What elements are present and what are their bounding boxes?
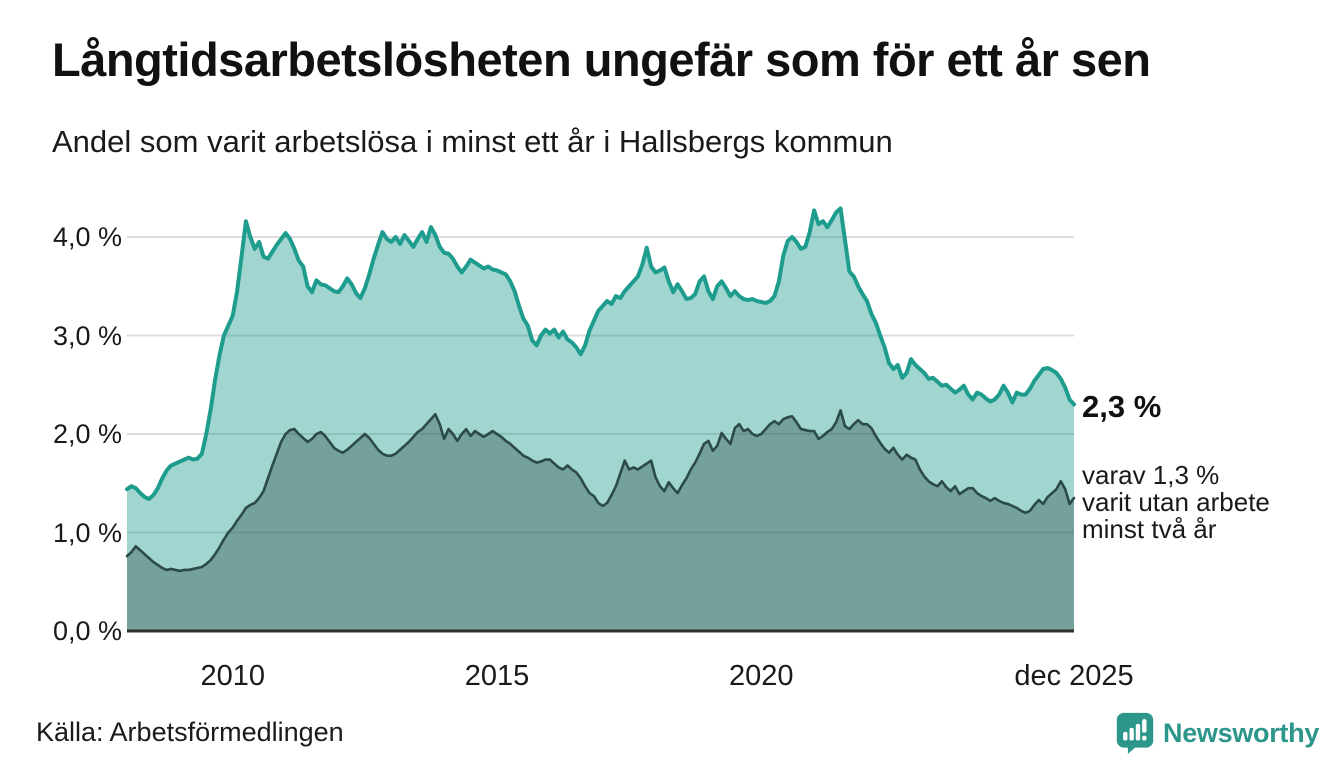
y-tick-label: 1,0 %: [52, 517, 122, 548]
end-note-line: varav 1,3 %: [1082, 460, 1220, 490]
area-total-one-year: [127, 208, 1074, 631]
newsworthy-logo: Newsworthy: [1116, 712, 1319, 754]
end-note-line: varit utan arbete: [1082, 487, 1270, 517]
newsworthy-wordmark: Newsworthy: [1163, 717, 1320, 748]
area-two-year: [127, 410, 1074, 631]
end-value-total: 2,3 %: [1082, 389, 1162, 424]
y-tick-label: 0,0 %: [52, 616, 122, 646]
y-tick-label: 3,0 %: [52, 320, 122, 351]
x-tick-label: 2010: [200, 660, 265, 692]
source-note: Källa: Arbetsförmedlingen: [36, 717, 344, 747]
end-note-two-year: varav 1,3 % varit utan arbete minst två år: [1082, 462, 1270, 543]
newsworthy-icon: [1116, 712, 1154, 754]
end-note-line: minst två år: [1082, 514, 1217, 544]
x-tick-label: dec 2025: [1014, 660, 1134, 692]
line-two-year: [125, 409, 1076, 573]
area-chart: [125, 206, 1076, 633]
line-total-one-year: [125, 206, 1076, 502]
chart-subtitle: Andel som varit arbetslösa i minst ett å…: [52, 124, 893, 159]
x-tick-label: 2015: [464, 660, 530, 692]
x-tick-label: 2020: [729, 660, 794, 692]
y-tick-label: 2,0 %: [52, 419, 122, 449]
y-tick-label: 4,0 %: [52, 222, 122, 252]
page-title: Långtidsarbetslösheten ungefär som för e…: [52, 33, 1151, 86]
